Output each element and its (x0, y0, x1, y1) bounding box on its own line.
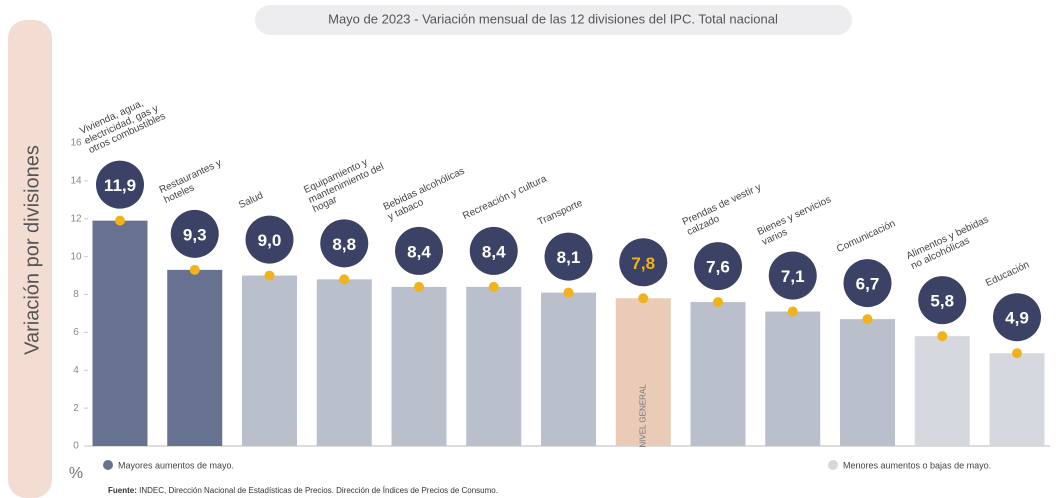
source-label: Fuente: (108, 486, 137, 495)
value-label: 4,9 (1005, 309, 1029, 328)
y-axis-label: Variación por divisiones (21, 145, 43, 355)
bar (242, 276, 297, 446)
value-label: 9,3 (183, 225, 207, 244)
y-tick-label: 6 (73, 327, 79, 338)
value-dot (638, 293, 648, 303)
category-label: NIVEL GENERAL (638, 384, 647, 448)
y-tick-label: 2 (73, 403, 79, 414)
value-dot (937, 331, 947, 341)
source-text: INDEC, Dirección Nacional de Estadística… (139, 486, 498, 495)
value-dot (713, 297, 723, 307)
chart: Mayo de 2023 - Variación mensual de las … (0, 0, 1062, 498)
value-dot (1012, 348, 1022, 358)
value-dot (863, 314, 873, 324)
chart-title: Mayo de 2023 - Variación mensual de las … (328, 11, 778, 26)
y-tick-label: 16 (70, 138, 82, 149)
value-dot (489, 282, 499, 292)
legend-label: Mayores aumentos de mayo. (118, 460, 234, 470)
y-tick-label: 8 (73, 289, 79, 300)
value-dot (564, 288, 574, 298)
value-label: 7,8 (631, 254, 655, 273)
value-dot (788, 307, 798, 317)
value-label: 9,0 (258, 231, 282, 250)
value-dot (190, 265, 200, 275)
value-dot (265, 271, 275, 281)
legend-swatch (828, 460, 838, 470)
value-label: 5,8 (930, 292, 954, 311)
bar (541, 293, 596, 446)
bar (466, 287, 521, 446)
value-label: 6,7 (856, 275, 880, 294)
value-label: 8,4 (407, 242, 431, 261)
legend-label: Menores aumentos o bajas de mayo. (843, 460, 991, 470)
y-tick-label: 10 (70, 251, 82, 262)
bar (840, 319, 895, 446)
value-dot (414, 282, 424, 292)
bar (317, 279, 372, 446)
y-tick-label: 4 (73, 365, 79, 376)
value-label: 8,8 (332, 235, 356, 254)
source: Fuente: INDEC, Dirección Nacional de Est… (108, 486, 498, 495)
value-dot (339, 274, 349, 284)
bar (990, 353, 1045, 446)
value-label: 7,6 (706, 258, 730, 277)
legend-swatch (103, 460, 113, 470)
page: Mayo de 2023 - Variación mensual de las … (0, 0, 1062, 498)
bar (392, 287, 447, 446)
y-unit: % (69, 465, 83, 482)
bar (93, 221, 148, 446)
y-tick-label: 0 (73, 441, 79, 452)
y-tick-label: 12 (70, 213, 82, 224)
bar (691, 302, 746, 446)
bar (765, 312, 820, 446)
y-tick-label: 14 (70, 176, 82, 187)
bar (915, 336, 970, 446)
value-dot (115, 216, 125, 226)
value-label: 8,4 (482, 242, 506, 261)
value-label: 7,1 (781, 267, 805, 286)
value-label: 11,9 (104, 176, 136, 195)
bar (167, 270, 222, 446)
value-label: 8,1 (557, 248, 581, 267)
